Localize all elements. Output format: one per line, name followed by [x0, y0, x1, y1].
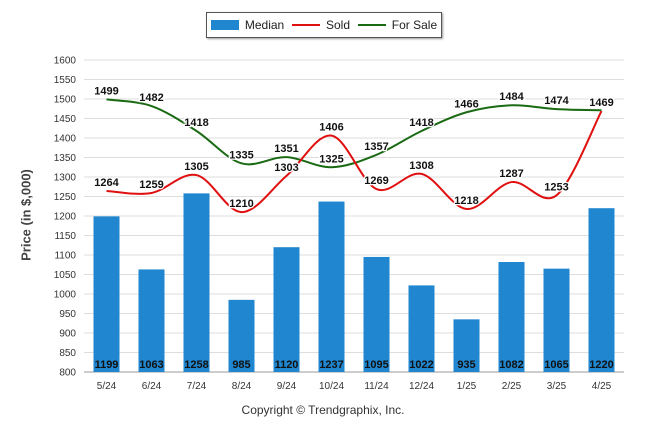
x-tick-label: 10/24 — [319, 381, 344, 392]
bar-median — [183, 193, 210, 372]
y-tick-label: 1550 — [54, 75, 77, 86]
data-label-forsale: 1466 — [454, 98, 478, 110]
data-label-forsale: 1335 — [229, 149, 253, 161]
data-label-forsale: 1484 — [499, 91, 524, 103]
data-label-forsale: 1418 — [409, 117, 433, 129]
y-tick-label: 900 — [59, 329, 76, 340]
data-label-sold: 1406 — [319, 122, 343, 134]
x-tick-label: 8/24 — [232, 381, 252, 392]
legend-swatch-forsale — [357, 24, 386, 26]
line-forsale — [106, 98, 602, 169]
bar-median — [453, 319, 480, 372]
x-tick-label: 4/25 — [592, 381, 612, 392]
legend-item-sold: Sold — [291, 18, 351, 32]
data-label-sold: 1303 — [274, 162, 298, 174]
bar-median — [273, 247, 300, 372]
x-tick-label: 1/25 — [457, 381, 477, 392]
data-label-sold: 1269 — [364, 175, 388, 187]
y-tick-label: 1400 — [54, 134, 77, 145]
y-tick-label: 950 — [59, 309, 76, 320]
x-tick-label: 3/25 — [547, 381, 567, 392]
legend-label-median: Median — [244, 18, 285, 32]
data-label-median: 1258 — [184, 359, 208, 371]
data-label-forsale: 1351 — [274, 143, 298, 155]
data-label-median: 1220 — [589, 359, 613, 371]
data-label-sold: 1287 — [499, 168, 523, 180]
data-label-median: 985 — [232, 359, 250, 371]
data-label-forsale: 1325 — [319, 153, 343, 165]
data-label-forsale: 1474 — [544, 95, 569, 107]
bar-median — [363, 256, 390, 372]
y-tick-label: 1150 — [54, 231, 76, 242]
x-tick-label: 5/24 — [97, 381, 117, 392]
y-tick-label: 1050 — [54, 270, 77, 281]
bar-median — [318, 201, 345, 372]
data-label-median: 1082 — [499, 359, 523, 371]
bar-median — [498, 262, 525, 372]
y-tick-label: 850 — [59, 348, 76, 359]
x-tick-label: 7/24 — [187, 381, 207, 392]
data-label-forsale: 1418 — [184, 117, 208, 129]
data-label-median: 1065 — [544, 359, 568, 371]
data-label-sold: 1253 — [544, 181, 568, 193]
legend-label-forsale: For Sale — [391, 18, 438, 32]
legend-item-forsale: For Sale — [357, 18, 438, 32]
y-tick-label: 1450 — [54, 114, 77, 125]
data-label-sold: 1308 — [409, 160, 433, 172]
y-axis-label: Price (in $,000) — [18, 169, 34, 261]
data-label-sold: 1305 — [184, 161, 208, 173]
bar-median — [408, 285, 435, 372]
legend-item-median: Median — [210, 18, 285, 32]
bar-median — [588, 208, 615, 372]
data-label-forsale: 1482 — [139, 92, 163, 104]
legend-swatch-median — [210, 20, 239, 30]
data-label-forsale: 1357 — [364, 141, 388, 153]
x-tick-label: 12/24 — [409, 381, 434, 392]
x-tick-label: 11/24 — [364, 381, 389, 392]
bar-median — [93, 216, 120, 372]
data-label-sold: 1469 — [589, 97, 613, 109]
data-label-median: 1095 — [364, 359, 388, 371]
x-tick-label: 6/24 — [142, 381, 162, 392]
legend: Median Sold For Sale — [206, 12, 442, 38]
y-tick-label: 1500 — [54, 95, 77, 106]
y-tick-label: 1350 — [54, 153, 77, 164]
data-label-median: 935 — [457, 359, 475, 371]
data-label-sold: 1218 — [454, 195, 478, 207]
y-tick-label: 1100 — [54, 251, 76, 262]
y-tick-label: 800 — [59, 368, 76, 379]
y-tick-label: 1200 — [54, 212, 77, 223]
data-label-sold: 1210 — [229, 198, 253, 210]
data-label-forsale: 1499 — [94, 85, 118, 97]
bar-median — [543, 268, 570, 372]
x-tick-label: 9/24 — [277, 381, 297, 392]
data-label-median: 1063 — [139, 359, 163, 371]
data-label-sold: 1259 — [139, 179, 163, 191]
y-tick-label: 1600 — [54, 56, 77, 67]
y-tick-label: 1000 — [54, 290, 77, 301]
y-tick-label: 1300 — [54, 173, 77, 184]
data-label-median: 1022 — [409, 359, 433, 371]
legend-swatch-sold — [291, 24, 320, 26]
bar-median — [138, 269, 165, 372]
legend-label-sold: Sold — [325, 18, 351, 32]
x-tick-label: 2/25 — [502, 381, 522, 392]
line-sold — [106, 110, 603, 214]
y-tick-label: 1250 — [54, 192, 77, 203]
data-label-median: 1199 — [95, 359, 119, 371]
bar-median — [228, 299, 255, 372]
copyright-footer: Copyright © Trendgraphix, Inc. — [241, 403, 405, 417]
data-label-sold: 1264 — [94, 177, 119, 189]
data-label-forsale: 1471 — [589, 96, 613, 108]
data-label-median: 1120 — [275, 359, 299, 371]
data-label-median: 1237 — [319, 359, 343, 371]
